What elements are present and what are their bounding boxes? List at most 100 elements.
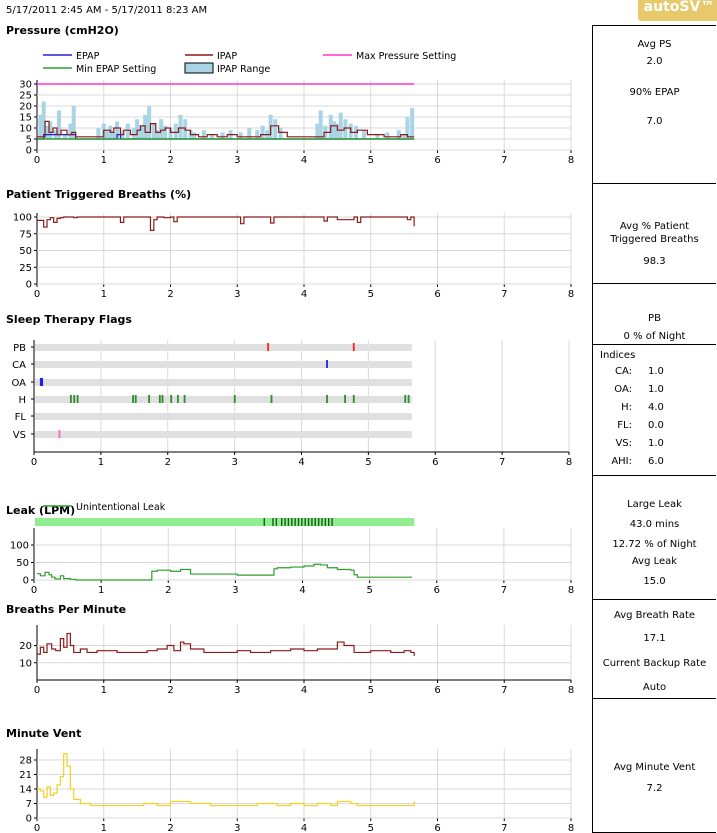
x-tick-label: 7 <box>501 289 507 300</box>
flag-mark <box>134 395 137 403</box>
flag-mark <box>41 378 44 386</box>
x-tick-label: 6 <box>432 457 438 468</box>
y-tick-label: 20 <box>19 102 32 113</box>
x-tick-label: 0 <box>31 585 37 596</box>
stats-column: Avg PS 2.0 90% EPAP 7.0 Avg % Patient Tr… <box>592 25 717 833</box>
large-leak-mark <box>317 518 320 526</box>
index-key: CA: <box>614 366 632 377</box>
x-tick-label: 7 <box>501 585 507 596</box>
ipap-range-bar <box>139 125 144 139</box>
x-tick-label: 3 <box>232 585 238 596</box>
x-tick-label: 1 <box>101 823 107 833</box>
flag-mark <box>326 360 328 368</box>
x-tick-label: 6 <box>434 585 440 596</box>
ipap-range-bar <box>155 130 160 139</box>
flag-mark <box>39 378 42 386</box>
y-tick-label: 14 <box>19 785 32 796</box>
flag-row-label: OA <box>11 378 26 389</box>
large-leak-label: Large Leak <box>627 499 682 510</box>
avg-leak-label: Avg Leak <box>631 556 678 567</box>
ipap-range-bar <box>338 112 343 139</box>
x-tick-label: 6 <box>434 685 440 696</box>
ipap-range-bar <box>238 132 243 139</box>
flag-mark <box>326 395 328 403</box>
ipap-range-bar <box>125 123 130 139</box>
flag-track <box>35 379 412 386</box>
backup-rate-value: Auto <box>642 682 667 693</box>
ipap-range-bar <box>41 101 46 139</box>
x-tick-label: 6 <box>434 289 440 300</box>
large-leak-mark <box>314 518 316 526</box>
flag-mark <box>76 395 79 403</box>
x-tick-label: 5 <box>368 823 374 833</box>
large-leak-pct: 12.72 % of Night <box>612 539 697 550</box>
triggered-stats: Avg % Patient Triggered Breaths 98.3 <box>592 183 716 284</box>
flag-mark <box>233 395 236 403</box>
large-leak-mark <box>311 518 313 526</box>
ipap-range-bar <box>105 130 110 139</box>
flag-row-label: FL <box>15 412 27 423</box>
y-tick-label: 100 <box>10 541 29 552</box>
x-tick-label: 4 <box>301 289 307 300</box>
y-tick-label: 25 <box>19 263 32 274</box>
y-tick-label: 100 <box>13 213 32 224</box>
ipap-range-bar <box>38 114 43 139</box>
flags-title: Sleep Therapy Flags <box>6 313 132 326</box>
charts-area: Pressure (cmH2O)0 1 2 3 4 5 6 7 8051015202530EPA… <box>6 24 574 833</box>
ipap-range-bar <box>410 108 415 139</box>
x-tick-label: 8 <box>568 823 574 833</box>
flag-track <box>35 431 412 438</box>
large-leak-mark <box>287 518 290 526</box>
x-tick-label: 1 <box>98 585 104 596</box>
avg-ps-label: Avg PS <box>637 39 672 50</box>
y-tick-label: 50 <box>19 246 32 257</box>
x-tick-label: 8 <box>568 685 574 696</box>
ipap-range-bar <box>178 114 183 139</box>
flag-mark <box>407 395 410 403</box>
ipap-range-bar <box>131 128 136 139</box>
y-tick-label: 28 <box>19 756 32 767</box>
pb-label: PB <box>648 313 661 324</box>
x-tick-label: 7 <box>501 155 507 166</box>
flag-mark <box>352 395 355 403</box>
x-tick-label: 5 <box>365 457 371 468</box>
large-leak-mark <box>294 518 296 526</box>
large-leak-mark <box>275 518 278 526</box>
x-tick-label: 0 <box>31 457 37 468</box>
ipap-range-bar <box>45 125 50 139</box>
x-tick-label: 2 <box>165 457 171 468</box>
x-tick-label: 3 <box>234 685 240 696</box>
ipap-range-bar <box>201 130 206 139</box>
flag-mark <box>148 395 151 403</box>
backup-rate-label: Current Backup Rate <box>602 658 707 669</box>
avg-breath-rate-label: Avg Breath Rate <box>613 610 696 621</box>
flag-track <box>35 344 412 351</box>
ipap-range-bar <box>402 134 407 139</box>
y-tick-label: 0 <box>26 280 32 291</box>
flag-mark <box>69 395 72 403</box>
ipap-range-bar <box>163 125 168 139</box>
ipap-range-bar <box>335 123 340 139</box>
x-tick-label: 7 <box>499 457 505 468</box>
indices-title: Indices <box>600 350 636 361</box>
flag-mark <box>352 343 355 351</box>
triggered-title: Patient Triggered Breaths (%) <box>6 188 191 201</box>
ipap-range-bar <box>209 134 214 139</box>
large-leak-mark <box>281 518 283 526</box>
ipap-range-bar <box>96 128 101 139</box>
x-tick-label: 6 <box>434 155 440 166</box>
autosv-badge: autoSV™ <box>638 0 717 21</box>
flag-mark <box>158 395 161 403</box>
large-leak-mark <box>284 518 286 526</box>
large-leak-mark <box>297 518 300 526</box>
leak-title: Leak (LPM) <box>6 504 75 517</box>
index-key: H: <box>621 402 632 413</box>
ipap-range-bar <box>48 121 53 139</box>
leak-series <box>37 563 413 581</box>
x-tick-label: 3 <box>231 457 237 468</box>
epap90-value: 7.0 <box>646 116 663 127</box>
x-tick-label: 4 <box>299 585 305 596</box>
large-leak-mark <box>263 518 265 526</box>
large-leak-mark <box>324 518 327 526</box>
x-tick-label: 5 <box>368 685 374 696</box>
